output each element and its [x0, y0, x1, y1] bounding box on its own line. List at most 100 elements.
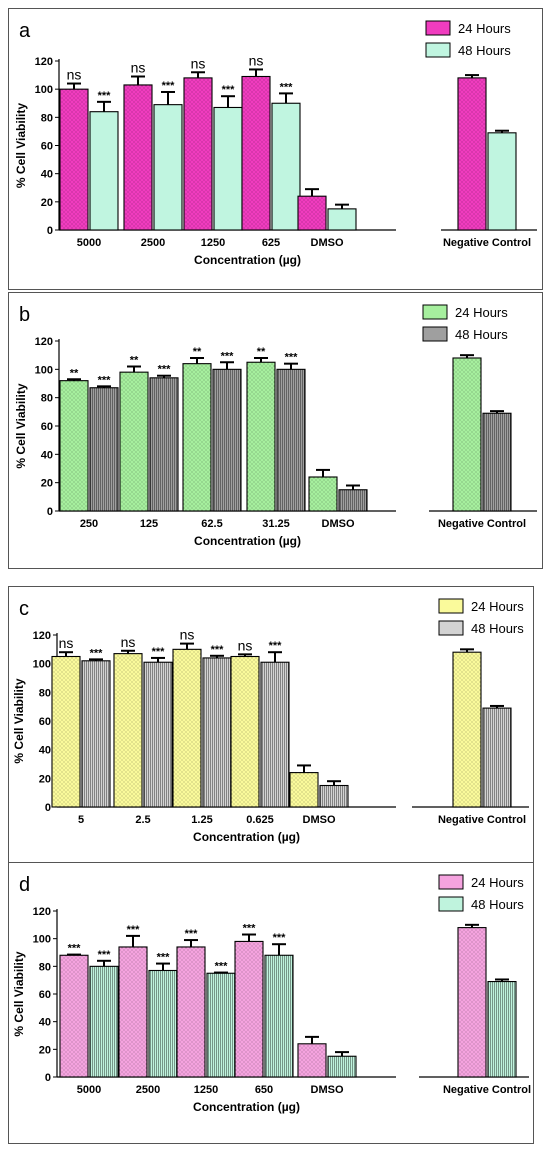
bar — [260, 661, 290, 808]
bar — [148, 969, 178, 1078]
significance-label: ns — [67, 67, 82, 83]
y-tick-label: 60 — [39, 989, 51, 1001]
legend-swatch — [438, 874, 464, 890]
x-tick-label: Negative Control — [438, 814, 526, 826]
x-axis-label: Concentration (µg) — [193, 830, 300, 844]
significance-label: *** — [158, 364, 172, 376]
significance-label: ** — [257, 346, 266, 358]
bar — [338, 489, 368, 512]
significance-label: *** — [222, 84, 236, 96]
x-tick-label: Negative Control — [443, 237, 531, 249]
x-tick-label: 650 — [255, 1084, 273, 1096]
x-tick-label: 2.5 — [135, 814, 150, 826]
x-tick-label: 5000 — [77, 237, 101, 249]
y-tick-label: 100 — [33, 934, 51, 946]
x-tick-label: 1250 — [194, 1084, 218, 1096]
bar — [452, 357, 482, 512]
significance-label: *** — [269, 640, 283, 652]
x-tick-label: 5 — [78, 814, 84, 826]
significance-label: ** — [193, 346, 202, 358]
x-tick-label: 0.625 — [246, 814, 274, 826]
legend-label: 24 Hours — [458, 21, 511, 36]
bar — [482, 412, 512, 512]
bar — [176, 946, 206, 1078]
significance-label: ns — [121, 634, 136, 650]
x-tick-label: 250 — [80, 518, 98, 530]
panel-d: d 0 20 40 60 80 100 120 % Cell Viability *** *** 50… — [8, 862, 534, 1144]
bar — [81, 660, 111, 808]
x-tick-label: 125 — [140, 518, 158, 530]
panel-letter: a — [19, 20, 31, 42]
y-tick-label: 100 — [35, 364, 53, 376]
significance-label: *** — [211, 644, 225, 656]
y-axis-label: % Cell Viability — [12, 951, 26, 1036]
significance-label: *** — [243, 923, 257, 935]
bar — [289, 772, 319, 808]
bar — [113, 653, 143, 808]
bar — [457, 77, 487, 231]
y-tick-label: 80 — [39, 961, 51, 973]
bar — [327, 208, 357, 231]
significance-label: *** — [221, 350, 235, 362]
bar — [452, 651, 482, 808]
legend-swatch — [438, 620, 464, 636]
x-tick-label: DMSO — [311, 1084, 344, 1096]
y-tick-label: 20 — [41, 478, 53, 490]
x-tick-label: DMSO — [311, 237, 344, 249]
x-tick-label: 5000 — [77, 1084, 101, 1096]
bar — [206, 972, 236, 1078]
bar — [182, 363, 212, 512]
y-tick-label: 20 — [41, 197, 53, 209]
legend-label: 48 Hours — [455, 327, 508, 342]
significance-label: *** — [157, 952, 171, 964]
y-axis-label: % Cell Viability — [14, 103, 28, 188]
x-tick-label: 1250 — [201, 237, 225, 249]
bar — [149, 377, 179, 512]
panel-letter: c — [19, 598, 29, 620]
significance-label: *** — [273, 932, 287, 944]
x-tick-label: 31.25 — [262, 518, 290, 530]
x-tick-label: DMSO — [303, 814, 336, 826]
significance-label: *** — [98, 949, 112, 961]
significance-label: ns — [249, 52, 264, 68]
bar — [143, 661, 173, 808]
bar — [308, 476, 338, 512]
significance-label: *** — [215, 961, 229, 973]
bar — [59, 954, 89, 1078]
y-tick-label: 100 — [33, 659, 51, 671]
x-tick-label: Negative Control — [443, 1084, 531, 1096]
bar — [297, 195, 327, 231]
x-tick-label: 1.25 — [191, 814, 212, 826]
legend-label: 48 Hours — [471, 621, 524, 636]
significance-label: *** — [127, 924, 141, 936]
x-axis-label: Concentration (µg) — [194, 534, 301, 548]
y-tick-label: 0 — [47, 506, 53, 518]
panel-letter: d — [19, 874, 30, 896]
y-tick-label: 120 — [35, 56, 53, 68]
significance-label: *** — [68, 943, 82, 955]
y-tick-label: 60 — [41, 421, 53, 433]
y-tick-label: 40 — [41, 449, 53, 461]
bar — [51, 655, 81, 808]
x-tick-label: 62.5 — [201, 518, 222, 530]
legend-swatch — [422, 304, 448, 320]
y-tick-label: 60 — [41, 141, 53, 153]
y-tick-label: 0 — [45, 802, 51, 814]
significance-label: ** — [70, 367, 79, 379]
significance-label: *** — [98, 90, 112, 102]
bar — [89, 111, 119, 231]
significance-label: ns — [191, 55, 206, 71]
panel-a: a 0 20 40 60 80 100 120 % Cell Viability ns *** 500… — [8, 8, 543, 290]
panel-letter: b — [19, 304, 30, 326]
bar — [327, 1055, 357, 1078]
x-axis-label: Concentration (µg) — [193, 1100, 300, 1114]
bar — [319, 784, 349, 808]
legend-label: 24 Hours — [471, 599, 524, 614]
x-tick-label: 625 — [262, 237, 280, 249]
significance-label: ns — [238, 637, 253, 653]
bar — [241, 75, 271, 231]
y-tick-label: 20 — [39, 773, 51, 785]
bar — [59, 380, 89, 512]
y-tick-label: 120 — [33, 906, 51, 918]
x-tick-label: 2500 — [141, 237, 165, 249]
